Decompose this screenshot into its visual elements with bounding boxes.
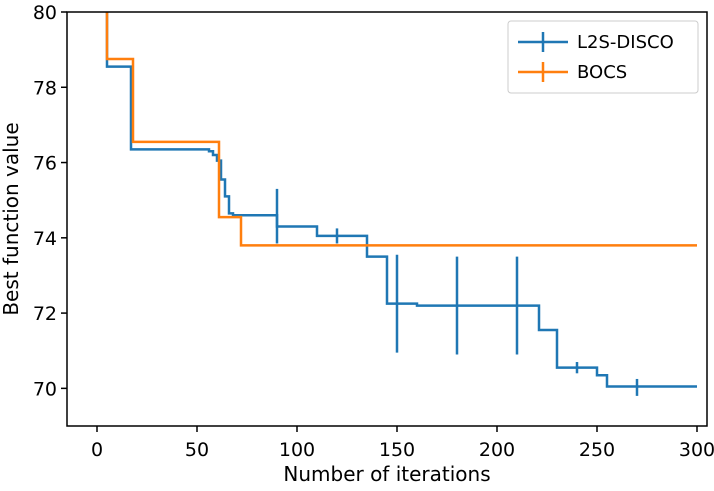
series-line-bocs <box>105 12 697 247</box>
y-tick-label-78: 78 <box>33 77 57 99</box>
x-tick-label-50: 50 <box>185 439 209 461</box>
y-tick-label-80: 80 <box>33 2 57 24</box>
x-axis: 0 50 100 150 200 250 300 <box>91 426 714 461</box>
series-layer <box>105 12 697 388</box>
legend: L2S-DISCO BOCS <box>507 20 699 94</box>
y-axis-title: Best function value <box>0 122 23 315</box>
x-tick-label-250: 250 <box>579 439 615 461</box>
y-tick-label-72: 72 <box>33 303 57 325</box>
error-bar-layer <box>275 188 639 396</box>
y-axis: 70 72 74 76 78 80 <box>33 2 67 400</box>
series-line-l2s-disco <box>105 12 697 388</box>
x-tick-label-150: 150 <box>379 439 415 461</box>
y-tick-label-74: 74 <box>33 228 57 250</box>
y-tick-label-70: 70 <box>33 378 57 400</box>
legend-l2s-disco-label: L2S-DISCO <box>577 32 674 53</box>
legend-bocs-label: BOCS <box>577 62 627 83</box>
legend-box <box>507 20 699 94</box>
plot-frame <box>66 11 708 427</box>
x-tick-label-0: 0 <box>91 439 103 461</box>
x-tick-label-100: 100 <box>279 439 315 461</box>
y-tick-label-76: 76 <box>33 153 57 175</box>
x-axis-title: Number of iterations <box>283 462 490 486</box>
x-tick-label-300: 300 <box>679 439 714 461</box>
x-tick-label-200: 200 <box>479 439 515 461</box>
